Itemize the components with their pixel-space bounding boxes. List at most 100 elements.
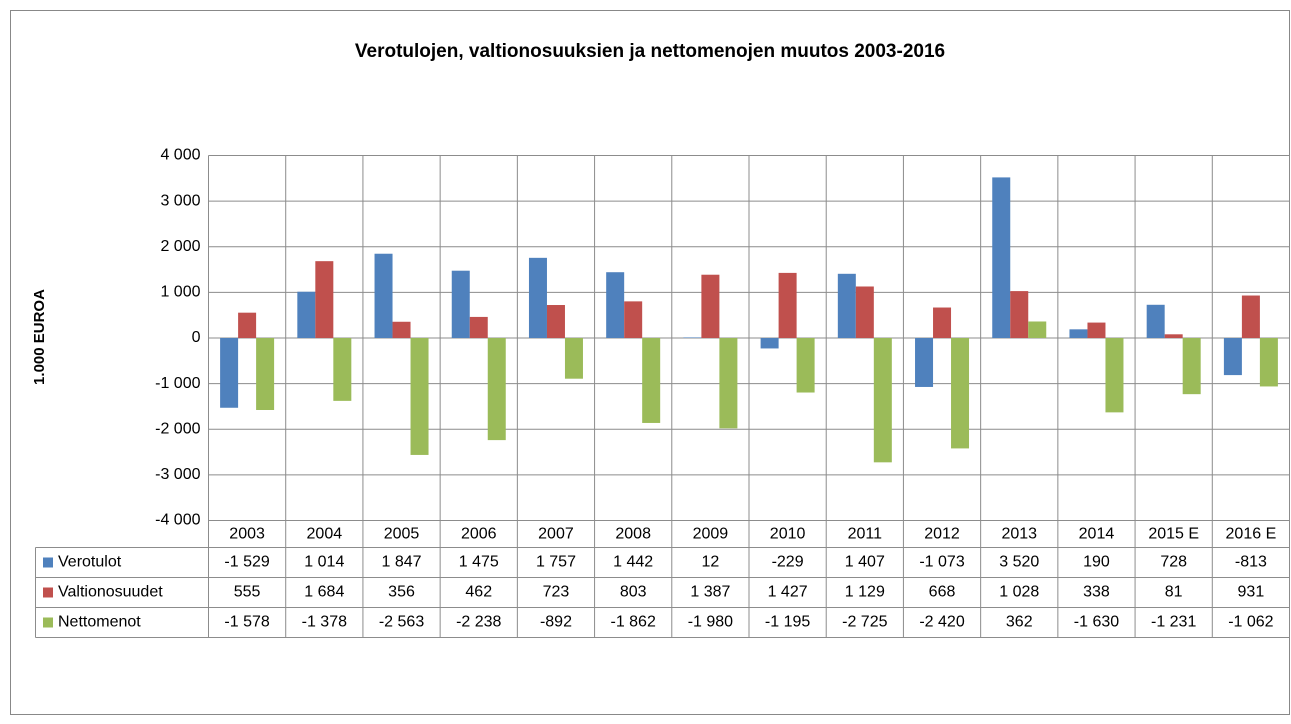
table-value: 1 475 [459,554,499,571]
table-value: 1 028 [999,584,1039,601]
bar [915,338,934,387]
table-value: -2 420 [919,614,964,631]
table-value: 1 847 [382,554,422,571]
bar [837,273,856,338]
bar [1164,334,1183,338]
table-value: -2 563 [379,614,424,631]
bar [1259,338,1278,387]
table-value: -1 862 [610,614,655,631]
bar [1105,338,1124,413]
table-value: 803 [620,584,647,601]
bar [1069,329,1088,338]
table-value: 362 [1006,614,1033,631]
table-value: 668 [929,584,956,601]
y-tick-label: -1 000 [155,375,200,392]
bar [873,338,892,463]
x-tick-label: 2007 [538,526,574,543]
table-value: 3 520 [999,554,1039,571]
x-tick-label: 2003 [229,526,265,543]
table-value: 931 [1238,584,1265,601]
table-value: 81 [1165,584,1183,601]
bar [374,253,393,338]
bar [1146,304,1165,338]
bar [1087,322,1106,338]
bar [1182,338,1201,395]
bar [992,177,1011,338]
x-tick-label: 2014 [1079,526,1115,543]
legend-label: Nettomenot [58,614,141,631]
table-value: 728 [1160,554,1187,571]
x-tick-label: 2012 [924,526,960,543]
y-tick-label: 0 [192,329,201,346]
legend-swatch [43,557,53,568]
bar [546,305,565,338]
bar [760,338,779,349]
table-value: -1 073 [919,554,964,571]
bar [951,338,970,449]
y-tick-label: 4 000 [160,147,200,164]
table-value: 1 014 [304,554,344,571]
chart-title: Verotulojen, valtionosuuksien ja nettome… [355,41,945,62]
x-tick-label: 2009 [693,526,729,543]
bar [642,338,661,423]
bar [469,316,488,338]
y-tick-label: 2 000 [160,238,200,255]
bar [1010,291,1029,338]
bar [451,270,470,338]
x-tick-label: 2013 [1001,526,1037,543]
x-tick-label: 2011 [848,526,883,543]
bar [778,272,797,338]
bar [606,272,625,338]
table-value: -1 529 [224,554,269,571]
x-tick-label: 2004 [307,526,343,543]
bar [528,257,547,338]
bar [1028,321,1047,338]
bar [624,301,643,338]
table-value: -1 630 [1074,614,1119,631]
bar [297,291,316,338]
x-tick-label: 2006 [461,526,497,543]
bar [719,338,738,429]
bar [256,338,275,410]
x-tick-label: 2010 [770,526,806,543]
x-tick-label: 2008 [615,526,651,543]
y-tick-label: -4 000 [155,512,200,529]
table-value: 723 [543,584,570,601]
bar [933,307,952,338]
table-value: 462 [465,584,492,601]
y-tick-label: 3 000 [160,192,200,209]
table-value: 1 442 [613,554,653,571]
bar [1241,295,1260,338]
bar [564,338,583,379]
table-value: -2 725 [842,614,887,631]
bar [796,338,815,393]
x-tick-label: 2005 [384,526,420,543]
bar [238,312,257,338]
table-value: -813 [1235,554,1267,571]
table-value: 1 387 [690,584,730,601]
bar [683,337,702,338]
table-value: 1 129 [845,584,885,601]
bar [701,274,720,338]
y-tick-label: -3 000 [155,466,200,483]
table-value: -1 578 [224,614,269,631]
table-value: -1 378 [302,614,347,631]
x-tick-label: 2015 E [1148,526,1199,543]
table-value: -1 980 [688,614,733,631]
table-value: 338 [1083,584,1110,601]
table-value: 12 [701,554,719,571]
bar [333,338,352,401]
table-value: 356 [388,584,415,601]
bar [315,261,334,338]
table-value: 555 [234,584,261,601]
legend-swatch [43,617,53,628]
y-axis-title: 1.000 EUROA [31,289,48,385]
bar [410,338,429,455]
table-value: 1 684 [304,584,344,601]
legend-swatch [43,587,53,598]
y-tick-label: -2 000 [155,420,200,437]
table-value: 190 [1083,554,1110,571]
table-value: -1 062 [1228,614,1273,631]
bar [855,286,874,338]
